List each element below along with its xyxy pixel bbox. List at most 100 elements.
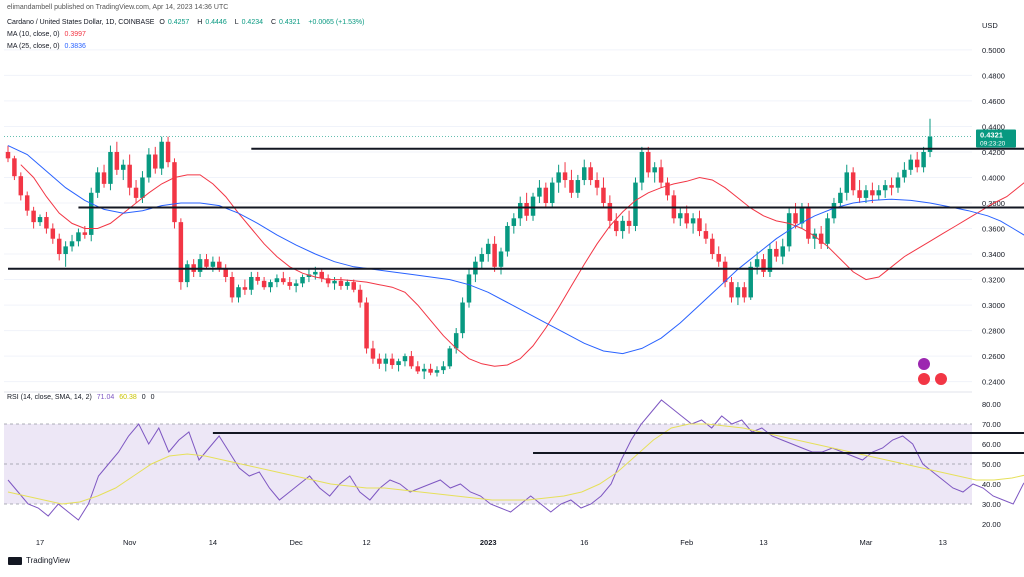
ohlc-high-label: H [197, 19, 203, 26]
candle-body [377, 358, 382, 364]
tradingview-brand: TradingView [26, 556, 71, 565]
candle-body [780, 246, 785, 257]
candle-body [255, 277, 260, 281]
ma10-legend[interactable]: MA (10, close, 0) 0.3997 [7, 31, 89, 38]
candle-body [735, 287, 741, 298]
rsi-extra-2: 0 [150, 394, 155, 401]
candle-body [729, 282, 734, 298]
symbol-legend: Cardano / United States Dollar, 1D, COIN… [7, 19, 367, 26]
price-label-box [976, 129, 1016, 148]
candle-body [831, 203, 837, 219]
price-tick-label: 0.2400 [982, 378, 1005, 387]
ohlc-close: C 0.4321 [271, 19, 303, 26]
candle-body [588, 167, 593, 181]
candle-body [121, 164, 126, 170]
candle-body [710, 238, 715, 255]
candle-body [601, 187, 606, 203]
ma25-legend[interactable]: MA (25, close, 0) 0.3836 [7, 43, 89, 50]
rsi-sma-line [7, 423, 1024, 505]
candle-body [517, 203, 523, 219]
ma10-line [20, 164, 1024, 367]
rsi-tick-label: 40.00 [982, 480, 1001, 489]
rsi-value: 71.04 [96, 394, 115, 401]
candle-body [69, 241, 75, 247]
price-tick-label: 0.3400 [982, 250, 1005, 259]
candle-body [197, 259, 203, 272]
candle-body [927, 136, 933, 152]
candle-body [722, 261, 728, 283]
ma25-value: 0.3836 [64, 43, 86, 50]
candle-body [153, 154, 158, 169]
candle-body [799, 208, 805, 224]
candle-body [249, 277, 254, 290]
currency-label: USD [982, 21, 998, 30]
candle-body [761, 259, 766, 272]
candle-body [332, 280, 337, 284]
candle-body [101, 172, 107, 184]
candle-body [453, 333, 459, 349]
candle-body [876, 190, 882, 196]
candle-body [268, 282, 273, 288]
candle-body [319, 271, 324, 279]
candle-body [838, 192, 843, 203]
candle-body [895, 177, 901, 188]
candle-body [127, 164, 132, 188]
candle-body [434, 370, 440, 373]
candle-body [50, 228, 56, 239]
us-flag-icon [918, 373, 930, 385]
candle-body [242, 287, 248, 290]
candle-body [562, 172, 568, 181]
rsi-extra-1: 0 [141, 394, 146, 401]
tradingview-logo[interactable]: TradingView [8, 556, 70, 565]
candle-body [537, 187, 542, 197]
candle-body [389, 358, 395, 366]
candle-body [633, 182, 638, 226]
candle-body [421, 368, 427, 372]
rsi-tick-label: 50.00 [982, 460, 1001, 469]
candle-body [466, 274, 472, 303]
price-tick-label: 0.4400 [982, 122, 1005, 131]
rsi-legend[interactable]: RSI (14, close, SMA, 14, 2) 71.04 60.38 … [7, 394, 158, 401]
ohlc-low-value: 0.4234 [241, 19, 264, 26]
candle-body [261, 280, 267, 288]
ma10-label: MA (10, close, 0) [7, 31, 60, 38]
x-tick-label: 13 [759, 538, 767, 547]
candle-body [300, 277, 305, 284]
us-flag-icon [935, 373, 947, 385]
x-tick-label: 14 [209, 538, 217, 547]
candle-body [902, 169, 907, 178]
candle-body [658, 167, 664, 183]
ohlc-close-label: C [270, 19, 277, 26]
candle-body [24, 195, 30, 211]
candle-body [882, 185, 888, 191]
candle-body [396, 361, 401, 366]
candle-body [626, 220, 632, 226]
ohlc-open: O 0.4257 [159, 19, 192, 26]
candle-body [44, 217, 49, 229]
lightning-icon [918, 358, 930, 370]
candle-body [37, 217, 43, 223]
candle-body [287, 282, 292, 286]
rsi-sma-value: 60.38 [119, 394, 137, 401]
candle-body [428, 368, 433, 373]
candle-body [402, 356, 408, 362]
candle-body [575, 180, 581, 193]
candle-body [56, 238, 62, 255]
candle-body [524, 203, 529, 216]
candle-body [357, 289, 363, 303]
candle-body [530, 196, 536, 216]
price-tick-label: 0.5000 [982, 46, 1005, 55]
candle-body [652, 167, 657, 173]
candle-body [549, 182, 555, 203]
candle-body [678, 213, 683, 219]
candle-body [146, 154, 152, 178]
candle-body [338, 280, 344, 286]
candle-body [133, 187, 139, 198]
candle-body [485, 243, 491, 255]
candle-body [684, 213, 689, 224]
candle-body [921, 151, 926, 168]
candle-body [774, 248, 779, 257]
price-tick-label: 0.3600 [982, 225, 1005, 234]
candle-body [5, 151, 11, 159]
